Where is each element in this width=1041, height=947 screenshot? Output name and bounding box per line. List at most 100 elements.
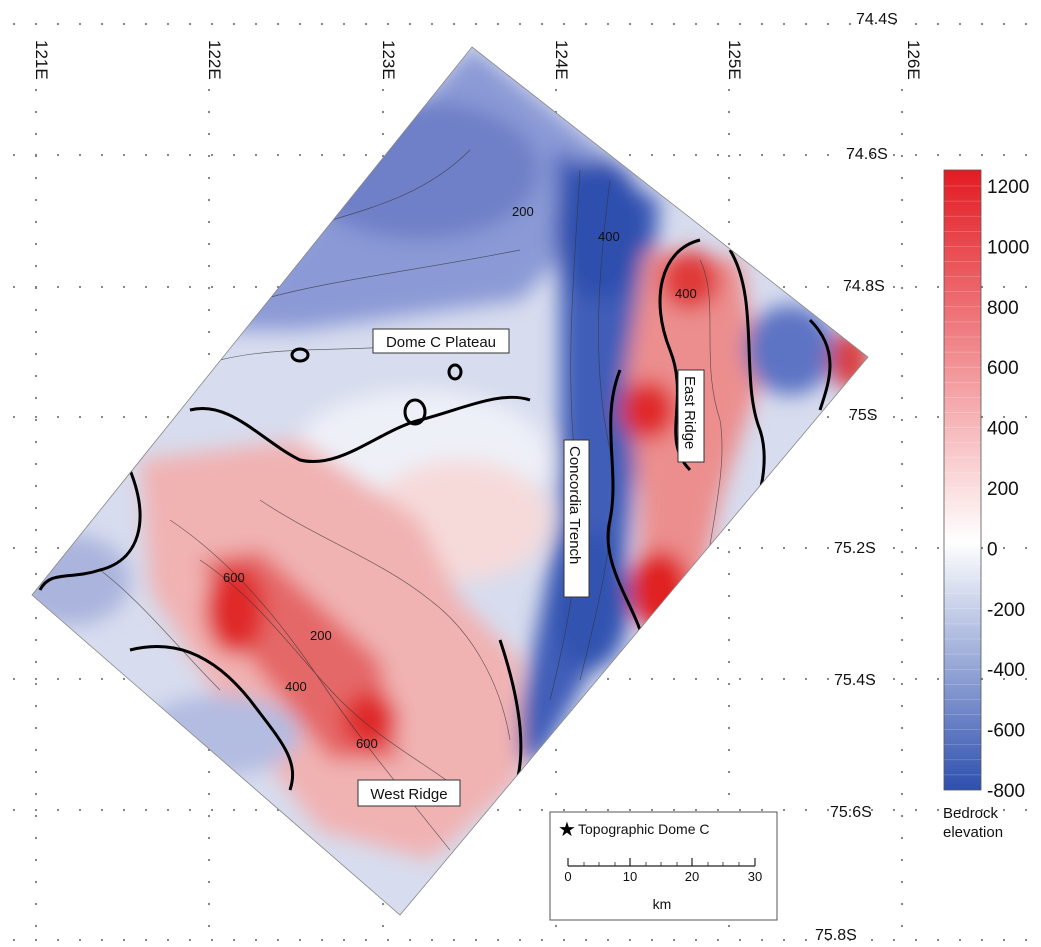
graticule-dot [826, 153, 830, 157]
graticule-dot [826, 808, 830, 812]
colorbar-tick-label: 1000 [987, 237, 1029, 258]
latitude-label-74-6s: 74.6S [846, 146, 888, 163]
colorbar-tick-label: 0 [987, 539, 998, 560]
graticule-dot [727, 792, 731, 796]
graticule-dot [900, 748, 904, 752]
graticule-dot [34, 858, 38, 862]
graticule-dot [540, 808, 544, 812]
graticule-dot [900, 330, 904, 334]
graticule-dot [56, 546, 60, 550]
graticule-dot [452, 22, 456, 26]
graticule-dot [900, 242, 904, 246]
graticule-dot [826, 677, 830, 681]
latitude-label-75-2s: 75.2S [834, 540, 876, 557]
graticule-dot [34, 836, 38, 840]
graticule-dot [958, 808, 962, 812]
graticule-dot [207, 242, 211, 246]
graticule-dot [78, 153, 82, 157]
graticule-dot [34, 22, 38, 26]
graticule-dot [144, 415, 148, 419]
graticule-dot [166, 285, 170, 289]
graticule-dot [727, 550, 731, 554]
graticule-dot [1002, 153, 1006, 157]
graticule-dot [518, 22, 522, 26]
graticule-dot [900, 572, 904, 576]
colorbar-tick-label: 400 [987, 419, 1019, 440]
graticule-dot [892, 285, 896, 289]
graticule-dot [650, 808, 654, 812]
graticule-dot [848, 808, 852, 812]
graticule-dot [188, 22, 192, 26]
graticule-dot [34, 808, 38, 812]
contour-label: 400 [675, 286, 697, 301]
graticule-dot [56, 808, 60, 812]
graticule-dot [254, 153, 258, 157]
contour-label: 400 [598, 229, 620, 244]
graticule-dot [166, 415, 170, 419]
graticule-dot [650, 22, 654, 26]
contour-label: 400 [285, 679, 307, 694]
graticule-dot [848, 415, 852, 419]
graticule-dot [760, 677, 764, 681]
graticule-dot [34, 154, 38, 158]
graticule-dot [760, 938, 764, 942]
graticule-dot [34, 546, 38, 550]
graticule-dot [100, 285, 104, 289]
graticule-dot [1002, 546, 1006, 550]
graticule-dot [870, 415, 874, 419]
graticule-dot [122, 415, 126, 419]
graticule-dot [386, 938, 390, 942]
graticule-dot [727, 748, 731, 752]
graticule-dot [650, 938, 654, 942]
graticule-dot [276, 153, 280, 157]
graticule-dot [914, 808, 918, 812]
graticule-dot [900, 924, 904, 928]
graticule-dot [727, 594, 731, 598]
graticule-dot [980, 677, 984, 681]
graticule-dot [900, 638, 904, 642]
latitude-label-75-8s: 75.8S [815, 927, 857, 944]
graticule-dot [900, 198, 904, 202]
scale-bar [567, 858, 756, 867]
graticule-dot [34, 418, 38, 422]
graticule-dot [848, 153, 852, 157]
graticule-dot [34, 415, 38, 419]
graticule-dot [210, 22, 214, 26]
graticule-dot [892, 808, 896, 812]
graticule-dot [870, 22, 874, 26]
graticule-dot [34, 880, 38, 884]
graticule-dot [716, 153, 720, 157]
graticule-dot [144, 938, 148, 942]
graticule-dot [936, 415, 940, 419]
graticule-dot [738, 938, 742, 942]
graticule-dot [34, 924, 38, 928]
graticule-dot [144, 808, 148, 812]
graticule-dot [122, 22, 126, 26]
graticule-dot [804, 808, 808, 812]
contour-label: 600 [356, 736, 378, 751]
graticule-dot [900, 506, 904, 510]
graticule-dot [408, 938, 412, 942]
graticule-dot [430, 938, 434, 942]
graticule-dot [12, 153, 16, 157]
graticule-dot [12, 677, 16, 681]
graticule-dot [207, 264, 211, 268]
graticule-dot [188, 285, 192, 289]
graticule-dot [496, 22, 500, 26]
graticule-dot [232, 938, 236, 942]
graticule-dot [727, 242, 731, 246]
graticule-dot [207, 198, 211, 202]
graticule-dot [232, 22, 236, 26]
graticule-dot [122, 285, 126, 289]
graticule-dot [34, 396, 38, 400]
graticule-dot [870, 938, 874, 942]
graticule-dot [452, 938, 456, 942]
graticule-dot [727, 88, 731, 92]
graticule-dot [804, 285, 808, 289]
graticule-dot [34, 462, 38, 466]
graticule-dot [936, 677, 940, 681]
graticule-dot [554, 770, 558, 774]
graticule-dot [628, 22, 632, 26]
graticule-dot [900, 110, 904, 114]
